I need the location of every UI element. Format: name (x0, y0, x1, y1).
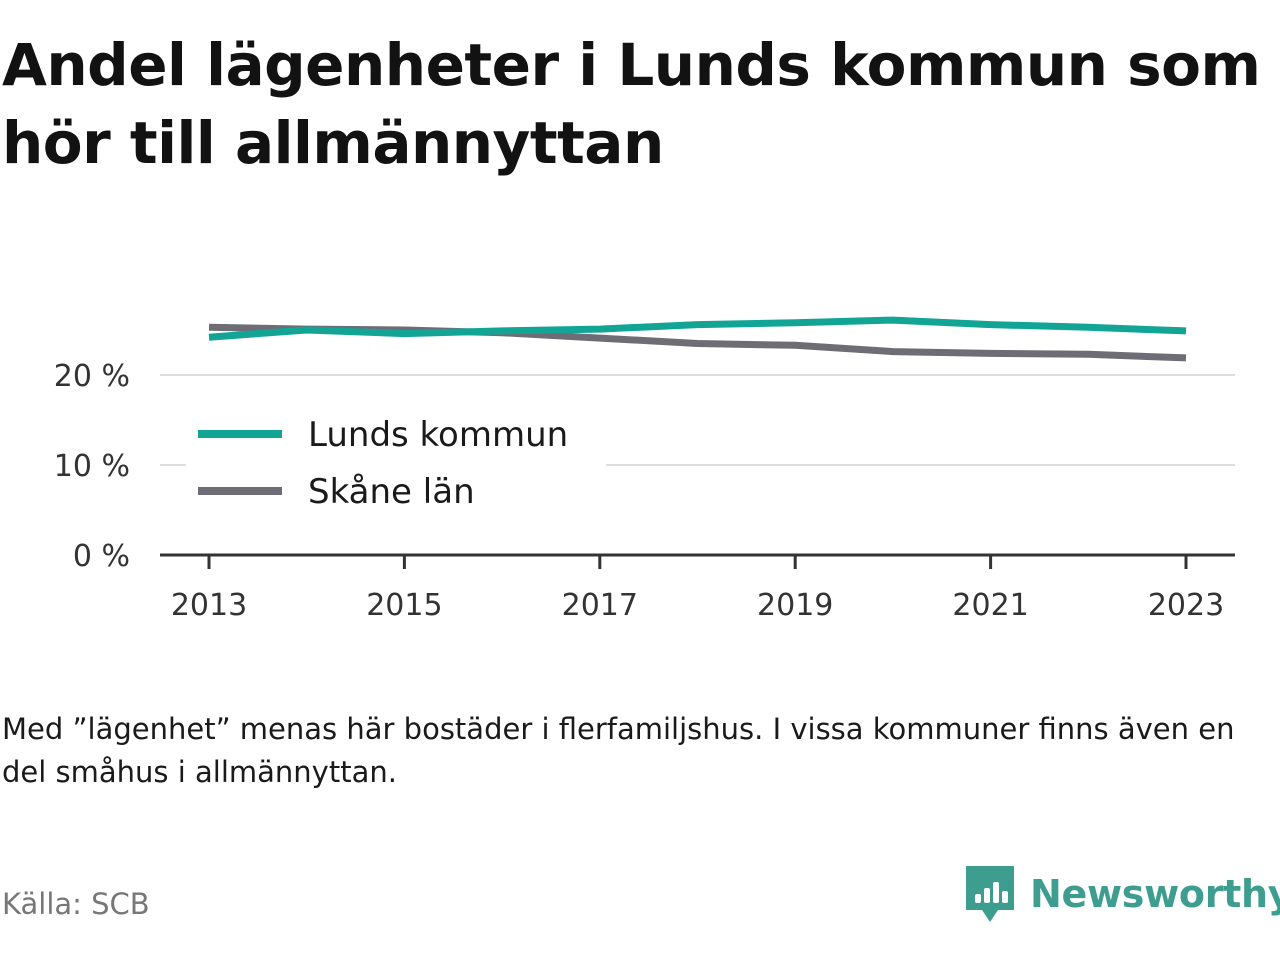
x-tick-label: 2023 (1148, 588, 1224, 623)
y-tick-label: 20 % (54, 359, 130, 394)
newsworthy-logo: Newsworthy (964, 862, 1280, 926)
y-tick-label: 0 % (73, 539, 130, 574)
y-tick-label: 10 % (54, 449, 130, 484)
x-tick-label: 2021 (952, 588, 1028, 623)
x-tick-label: 2017 (562, 588, 638, 623)
legend-label-skane-lan: Skåne län (308, 472, 475, 512)
chart-title: Andel lägenheter i Lunds kommun som hör … (2, 31, 1261, 177)
legend-label-lunds-kommun: Lunds kommun (308, 415, 568, 455)
brand-name: Newsworthy (1030, 872, 1280, 916)
y-axis-labels: 0 % 10 % 20 % (54, 359, 130, 574)
x-axis-labels: 2013 2015 2017 2019 2021 2023 (171, 588, 1224, 623)
series-lines (208, 316, 1187, 362)
newsworthy-logo-icon (966, 866, 1014, 922)
x-tick-label: 2019 (757, 588, 833, 623)
legend: Lunds kommun Skåne län (186, 400, 606, 520)
chart-note: Med ”lägenhet” menas här bostäder i fler… (2, 712, 1235, 789)
x-tick-label: 2013 (171, 588, 247, 623)
x-axis (160, 553, 1235, 569)
source-credit: Källa: SCB (2, 887, 150, 921)
legend-background (186, 400, 606, 520)
x-tick-label: 2015 (366, 588, 442, 623)
series-line-lunds-kommun (208, 316, 1187, 341)
